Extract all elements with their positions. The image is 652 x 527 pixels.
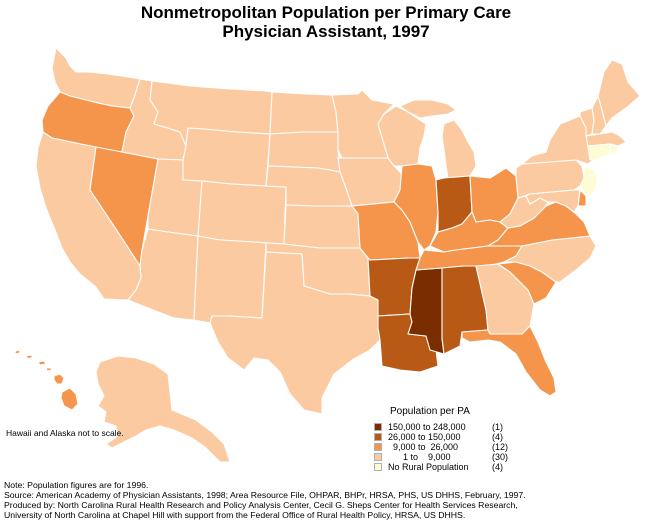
legend-swatch	[374, 423, 382, 431]
state-alaska	[95, 355, 231, 463]
state-arizona	[127, 228, 199, 321]
producer-note-1: Produced by: North Carolina Rural Health…	[4, 500, 518, 510]
legend-label: 1 to 9,000	[388, 452, 451, 462]
map-legend: Population per PA 150,000 to 248,000 (1)…	[374, 406, 508, 472]
legend-item: 1 to 9,000 (30)	[374, 452, 508, 462]
state-colorado	[197, 180, 287, 245]
legend-label: 26,000 to 150,000	[388, 432, 461, 442]
legend-item: No Rural Population (4)	[374, 462, 508, 472]
legend-count: (4)	[492, 432, 503, 442]
legend-count: (30)	[492, 452, 509, 462]
state-texas	[209, 251, 381, 415]
state-florida	[461, 325, 557, 397]
state-kansas	[283, 204, 361, 249]
legend-swatch	[374, 443, 382, 451]
legend-label: 150,000 to 248,000	[388, 422, 466, 432]
title-line-2: Physician Assistant, 1997	[222, 22, 430, 41]
state-wyoming	[182, 127, 271, 187]
state-hawaii	[13, 349, 79, 411]
legend-swatch	[374, 433, 382, 441]
legend-count: (12)	[492, 442, 509, 452]
state-maryland	[525, 189, 581, 213]
state-illinois	[393, 163, 439, 251]
legend-count: (1)	[492, 422, 503, 432]
legend-count: (4)	[492, 462, 503, 472]
us-map	[13, 47, 641, 463]
source-note: Source: American Academy of Physician As…	[4, 490, 526, 500]
producer-note-2: University of North Carolina at Chapel H…	[4, 510, 466, 520]
legend-item: 26,000 to 150,000 (4)	[374, 432, 508, 442]
legend-label: 9,000 to 26,000	[388, 442, 459, 452]
state-rhode-island	[609, 143, 619, 155]
legend-item: 150,000 to 248,000 (1)	[374, 422, 508, 432]
state-maine	[597, 59, 641, 127]
map-title: Nonmetropolitan Population per Primary C…	[0, 3, 652, 41]
state-new-mexico	[193, 235, 267, 324]
state-connecticut	[587, 143, 611, 161]
legend-swatch	[374, 453, 382, 461]
legend-label: No Rural Population	[388, 462, 469, 472]
legend-title: Population per PA	[390, 406, 470, 417]
legend-item: 9,000 to 26,000 (12)	[374, 442, 508, 452]
scale-note: Hawaii and Alaska not to scale.	[6, 428, 124, 438]
state-michigan	[399, 99, 477, 179]
state-north-dakota	[269, 91, 339, 135]
footer-notes: Note: Population figures are for 1996. S…	[4, 480, 526, 520]
population-note: Note: Population figures are for 1996.	[4, 480, 149, 490]
legend-swatch	[374, 463, 382, 471]
title-line-1: Nonmetropolitan Population per Primary C…	[140, 3, 512, 22]
